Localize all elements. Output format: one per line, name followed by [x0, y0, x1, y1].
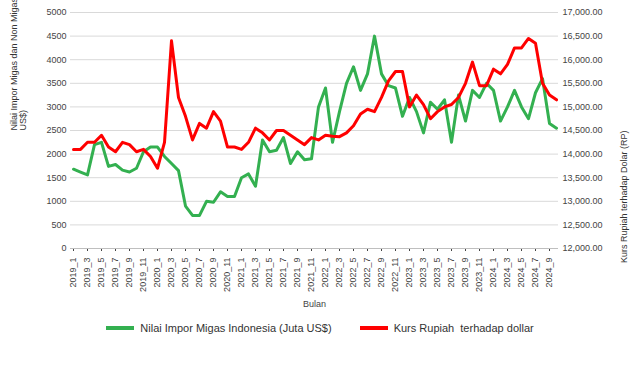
svg-text:2019_11: 2019_11 — [138, 258, 148, 292]
svg-text:4500: 4500 — [46, 31, 66, 41]
svg-text:2021_1: 2021_1 — [236, 258, 246, 288]
svg-text:0: 0 — [61, 243, 66, 253]
svg-text:2019_1: 2019_1 — [68, 258, 78, 288]
svg-text:2024_3: 2024_3 — [502, 258, 512, 288]
svg-text:2021_11: 2021_11 — [306, 258, 316, 292]
svg-text:2022_7: 2022_7 — [362, 258, 372, 288]
svg-text:2023_9: 2023_9 — [460, 258, 470, 288]
svg-text:2023_11: 2023_11 — [474, 258, 484, 292]
svg-text:2020_9: 2020_9 — [208, 258, 218, 288]
svg-text:2024_1: 2024_1 — [488, 258, 498, 288]
svg-text:15,000.00: 15,000.00 — [563, 102, 603, 112]
svg-text:17,000.00: 17,000.00 — [563, 7, 603, 17]
svg-text:2019_5: 2019_5 — [96, 258, 106, 288]
svg-text:5000: 5000 — [46, 7, 66, 17]
svg-text:2024_5: 2024_5 — [516, 258, 526, 288]
svg-text:2020_1: 2020_1 — [152, 258, 162, 288]
svg-text:2022_11: 2022_11 — [390, 258, 400, 292]
svg-text:2021_7: 2021_7 — [278, 258, 288, 288]
svg-text:Kurs Rupiah terhadap Dolar (RP: Kurs Rupiah terhadap Dolar (RP) — [619, 130, 629, 263]
svg-text:2022_5: 2022_5 — [348, 258, 358, 288]
html-text:Nilai Impor Migas Indonesia (J: Nilai Impor Migas Indonesia (Juta US$) — [140, 322, 332, 334]
svg-text:2019_7: 2019_7 — [110, 258, 120, 288]
svg-text:2019_3: 2019_3 — [82, 258, 92, 288]
svg-text:15,500.00: 15,500.00 — [563, 78, 603, 88]
svg-text:2024_9: 2024_9 — [544, 258, 554, 288]
svg-text:12,500.00: 12,500.00 — [563, 220, 603, 230]
svg-text:2020_11: 2020_11 — [222, 258, 232, 292]
svg-text:2000: 2000 — [46, 149, 66, 159]
svg-text:4000: 4000 — [46, 55, 66, 65]
svg-text:1500: 1500 — [46, 173, 66, 183]
svg-text:16,500.00: 16,500.00 — [563, 31, 603, 41]
svg-text:2023_7: 2023_7 — [446, 258, 456, 288]
svg-text:14,000.00: 14,000.00 — [563, 149, 603, 159]
svg-text:2020_7: 2020_7 — [194, 258, 204, 288]
svg-text:Bulan: Bulan — [303, 299, 326, 309]
svg-text:2019_9: 2019_9 — [124, 258, 134, 288]
svg-text:3000: 3000 — [46, 102, 66, 112]
svg-text:12,000.00: 12,000.00 — [563, 243, 603, 253]
svg-text:2500: 2500 — [46, 125, 66, 135]
svg-text:2021_9: 2021_9 — [292, 258, 302, 288]
svg-text:2021_3: 2021_3 — [250, 258, 260, 288]
svg-text:3500: 3500 — [46, 78, 66, 88]
svg-text:13,500.00: 13,500.00 — [563, 173, 603, 183]
svg-text:13,000.00: 13,000.00 — [563, 196, 603, 206]
svg-text:2022_9: 2022_9 — [376, 258, 386, 288]
svg-text:2023_5: 2023_5 — [432, 258, 442, 288]
svg-text:2020_3: 2020_3 — [166, 258, 176, 288]
svg-text:2022_1: 2022_1 — [320, 258, 330, 288]
svg-text:2022_3: 2022_3 — [334, 258, 344, 288]
svg-text:500: 500 — [51, 220, 66, 230]
html-text:Kurs Rupiah terhadap dollar: Kurs Rupiah terhadap dollar — [393, 322, 534, 334]
svg-text:2024_7: 2024_7 — [530, 258, 540, 288]
svg-text:Nilai Impor Migas dan Non Miga: Nilai Impor Migas dan Non Migas Indonesi… — [9, 0, 28, 131]
svg-text:2023_1: 2023_1 — [404, 258, 414, 288]
svg-text:14,500.00: 14,500.00 — [563, 125, 603, 135]
svg-text:1000: 1000 — [46, 196, 66, 206]
svg-text:2020_5: 2020_5 — [180, 258, 190, 288]
svg-text:16,000.00: 16,000.00 — [563, 55, 603, 65]
svg-text:2021_5: 2021_5 — [264, 258, 274, 288]
svg-text:2023_3: 2023_3 — [418, 258, 428, 288]
